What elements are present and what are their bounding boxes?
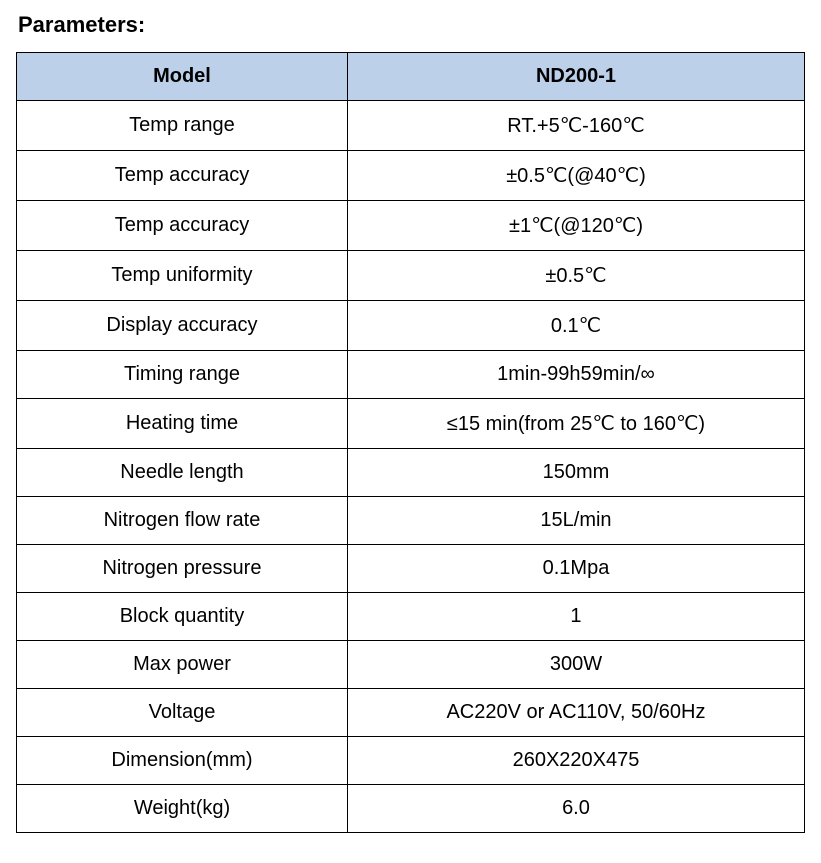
table-row: Timing range 1min-99h59min/∞ [17,351,805,399]
param-cell: Temp accuracy [17,201,348,251]
table-header-param: Model [17,53,348,101]
value-cell: 1 [347,593,804,641]
table-row: Display accuracy 0.1℃ [17,301,805,351]
table-row: Max power 300W [17,641,805,689]
value-cell: 0.1℃ [347,301,804,351]
value-cell: 6.0 [347,785,804,833]
value-cell: ≤15 min(from 25℃ to 160℃) [347,399,804,449]
param-cell: Needle length [17,449,348,497]
table-row: Block quantity 1 [17,593,805,641]
section-heading: Parameters: [18,12,805,38]
table-row: Temp range RT.+5℃-160℃ [17,101,805,151]
table-header-row: Model ND200-1 [17,53,805,101]
table-row: Nitrogen pressure 0.1Mpa [17,545,805,593]
value-cell: RT.+5℃-160℃ [347,101,804,151]
value-cell: 1min-99h59min/∞ [347,351,804,399]
table-row: Voltage AC220V or AC110V, 50/60Hz [17,689,805,737]
table-row: Temp accuracy ±1℃(@120℃) [17,201,805,251]
value-cell: ±1℃(@120℃) [347,201,804,251]
value-cell: AC220V or AC110V, 50/60Hz [347,689,804,737]
value-cell: 260X220X475 [347,737,804,785]
param-cell: Block quantity [17,593,348,641]
table-row: Temp uniformity ±0.5℃ [17,251,805,301]
value-cell: 0.1Mpa [347,545,804,593]
param-cell: Display accuracy [17,301,348,351]
value-cell: 150mm [347,449,804,497]
param-cell: Dimension(mm) [17,737,348,785]
param-cell: Temp range [17,101,348,151]
table-row: Heating time ≤15 min(from 25℃ to 160℃) [17,399,805,449]
param-cell: Timing range [17,351,348,399]
table-row: Needle length 150mm [17,449,805,497]
param-cell: Nitrogen pressure [17,545,348,593]
table-row: Weight(kg) 6.0 [17,785,805,833]
table-header-value: ND200-1 [347,53,804,101]
table-row: Temp accuracy ±0.5℃(@40℃) [17,151,805,201]
parameters-table: Model ND200-1 Temp range RT.+5℃-160℃ Tem… [16,52,805,833]
table-row: Nitrogen flow rate 15L/min [17,497,805,545]
value-cell: 15L/min [347,497,804,545]
param-cell: Weight(kg) [17,785,348,833]
param-cell: Heating time [17,399,348,449]
param-cell: Temp uniformity [17,251,348,301]
param-cell: Nitrogen flow rate [17,497,348,545]
value-cell: ±0.5℃ [347,251,804,301]
table-row: Dimension(mm) 260X220X475 [17,737,805,785]
param-cell: Temp accuracy [17,151,348,201]
value-cell: ±0.5℃(@40℃) [347,151,804,201]
param-cell: Max power [17,641,348,689]
param-cell: Voltage [17,689,348,737]
value-cell: 300W [347,641,804,689]
